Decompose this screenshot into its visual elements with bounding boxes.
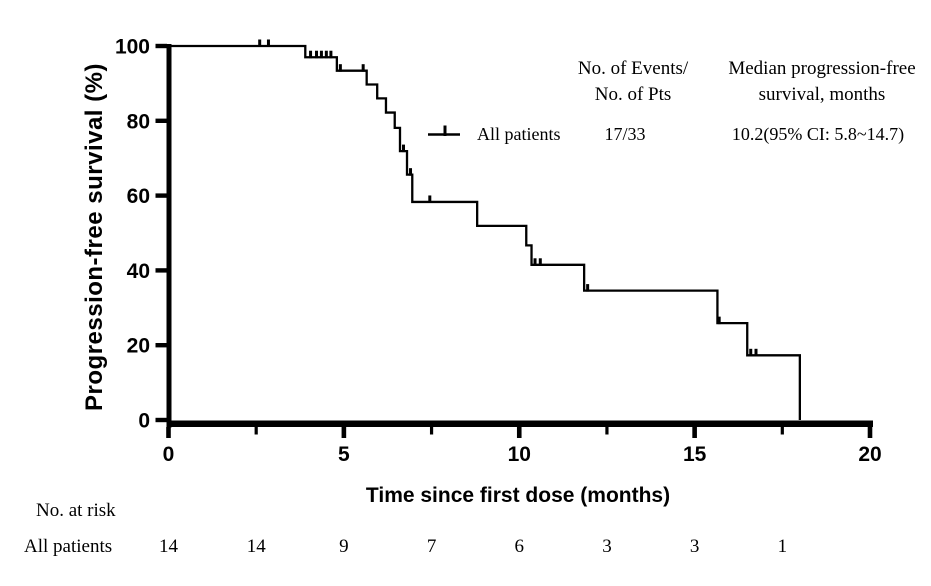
x-axis-title: Time since first dose (months) bbox=[365, 484, 671, 507]
x-minor-tick bbox=[780, 427, 784, 435]
survival-curve bbox=[168, 44, 801, 420]
x-axis-spine bbox=[166, 420, 873, 427]
x-tick-label: 15 bbox=[683, 443, 707, 466]
legend-header-median: Median progression-free survival, months bbox=[728, 56, 915, 108]
risk-row-label: All patients bbox=[24, 536, 113, 557]
risk-table-title: No. at risk bbox=[36, 500, 116, 521]
risk-count: 3 bbox=[689, 536, 700, 557]
risk-count: 9 bbox=[339, 536, 349, 557]
risk-count: 1 bbox=[777, 536, 788, 557]
legend-header-median-line2: survival, months bbox=[758, 84, 886, 105]
y-tick-label: 40 bbox=[127, 260, 150, 283]
x-minor-tick bbox=[429, 427, 434, 435]
y-tick-label: 0 bbox=[138, 410, 150, 433]
x-tick bbox=[166, 427, 171, 438]
risk-count: 14 bbox=[159, 536, 178, 557]
x-minor-tick bbox=[254, 427, 258, 435]
y-tick bbox=[155, 118, 167, 123]
legend-value-events: 17/33 bbox=[604, 124, 646, 144]
legend-header-events-line1: No. of Events/ bbox=[577, 58, 689, 79]
risk-count: 14 bbox=[246, 536, 266, 557]
y-tick bbox=[155, 43, 167, 49]
y-tick-label: 80 bbox=[127, 110, 150, 133]
legend-header-median-line1: Median progression-free bbox=[728, 58, 916, 79]
risk-count: 3 bbox=[602, 536, 612, 557]
legend-series-label: All patients bbox=[477, 124, 561, 144]
y-tick bbox=[155, 268, 167, 273]
y-tick-label: 60 bbox=[127, 185, 150, 208]
x-tick bbox=[516, 427, 522, 438]
legend-value-median: 10.2(95% CI: 5.8~14.7) bbox=[731, 124, 905, 144]
x-tick-label: 20 bbox=[858, 443, 881, 466]
y-tick bbox=[155, 343, 167, 348]
legend-header-events: No. of Events/ No. of Pts bbox=[578, 56, 688, 108]
x-tick bbox=[692, 427, 697, 438]
y-tick-label: 20 bbox=[127, 335, 150, 358]
risk-count: 6 bbox=[514, 536, 525, 557]
y-axis-spine bbox=[166, 44, 172, 428]
y-tick-label: 100 bbox=[115, 36, 150, 59]
y-axis-title: Progression-free survival (%) bbox=[81, 63, 108, 411]
y-tick bbox=[155, 417, 167, 423]
risk-count: 7 bbox=[426, 536, 437, 557]
risk-numbers-row: 14 14 9 7 6 3 3 1 bbox=[0, 536, 931, 566]
x-tick bbox=[867, 427, 873, 438]
x-tick-label: 10 bbox=[508, 443, 531, 466]
y-tick bbox=[155, 193, 167, 198]
x-minor-tick bbox=[605, 427, 609, 435]
x-tick bbox=[341, 427, 347, 438]
x-tick-label: 5 bbox=[338, 443, 350, 466]
x-tick-label: 0 bbox=[163, 443, 175, 466]
legend-header-events-line2: No. of Pts bbox=[594, 84, 672, 105]
